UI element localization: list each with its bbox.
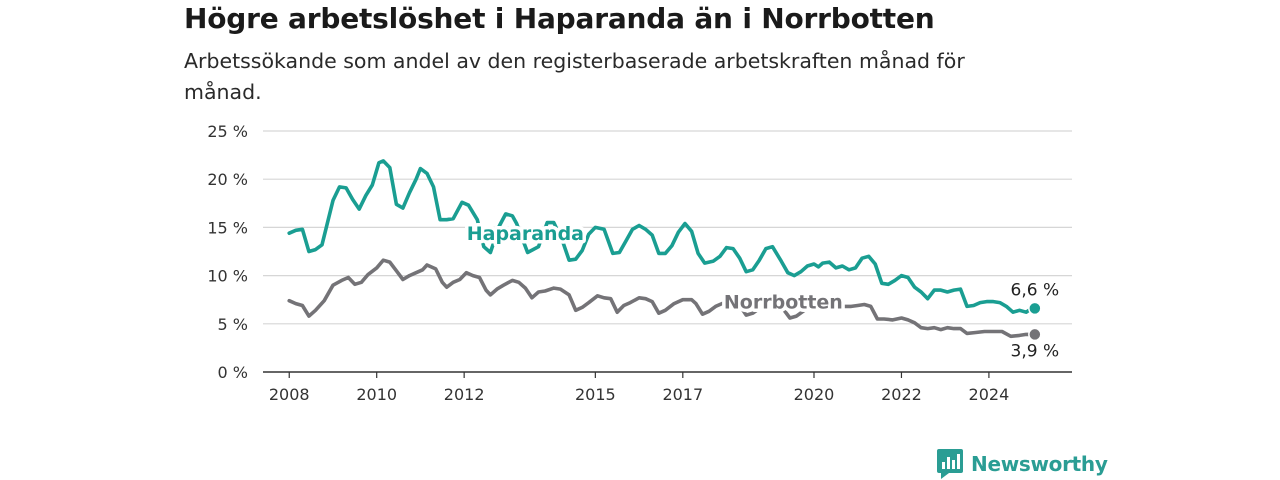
- series-line-norrbotten: [287, 258, 1037, 339]
- x-tick-label: 2010: [356, 385, 397, 404]
- x-tick-label: 2008: [269, 385, 310, 404]
- end-point-haparanda: [1028, 301, 1042, 316]
- brand-logo: Newsworthy: [937, 448, 1108, 480]
- x-tick-label: 2012: [444, 385, 485, 404]
- y-tick-label: 10 %: [207, 267, 248, 286]
- x-tick-label: 2022: [881, 385, 922, 404]
- y-tick-label: 5 %: [218, 315, 248, 334]
- x-tick-label: 2015: [575, 385, 616, 404]
- x-tick-label: 2017: [662, 385, 703, 404]
- newsworthy-chart-icon: [937, 449, 963, 479]
- y-tick-label: 20 %: [207, 170, 248, 189]
- end-value-label-norrbotten: 3,9 %: [1011, 341, 1060, 361]
- brand-name: Newsworthy: [971, 452, 1108, 476]
- series-label-norrbotten: Norrbotten: [724, 291, 843, 313]
- end-value-label-haparanda: 6,6 %: [1011, 280, 1060, 300]
- x-tick-label: 2020: [794, 385, 835, 404]
- x-tick-label: 2024: [969, 385, 1010, 404]
- chart-title: Högre arbetslöshet i Haparanda än i Norr…: [184, 2, 935, 35]
- series-label-haparanda: Haparanda: [467, 223, 584, 245]
- series-line-haparanda: [287, 159, 1037, 314]
- y-tick-label: 15 %: [207, 218, 248, 237]
- chart-subtitle: Arbetssökande som andel av den registerb…: [184, 49, 965, 104]
- y-tick-label: 0 %: [218, 363, 248, 382]
- y-tick-label: 25 %: [207, 122, 248, 141]
- end-point-norrbotten: [1028, 327, 1042, 342]
